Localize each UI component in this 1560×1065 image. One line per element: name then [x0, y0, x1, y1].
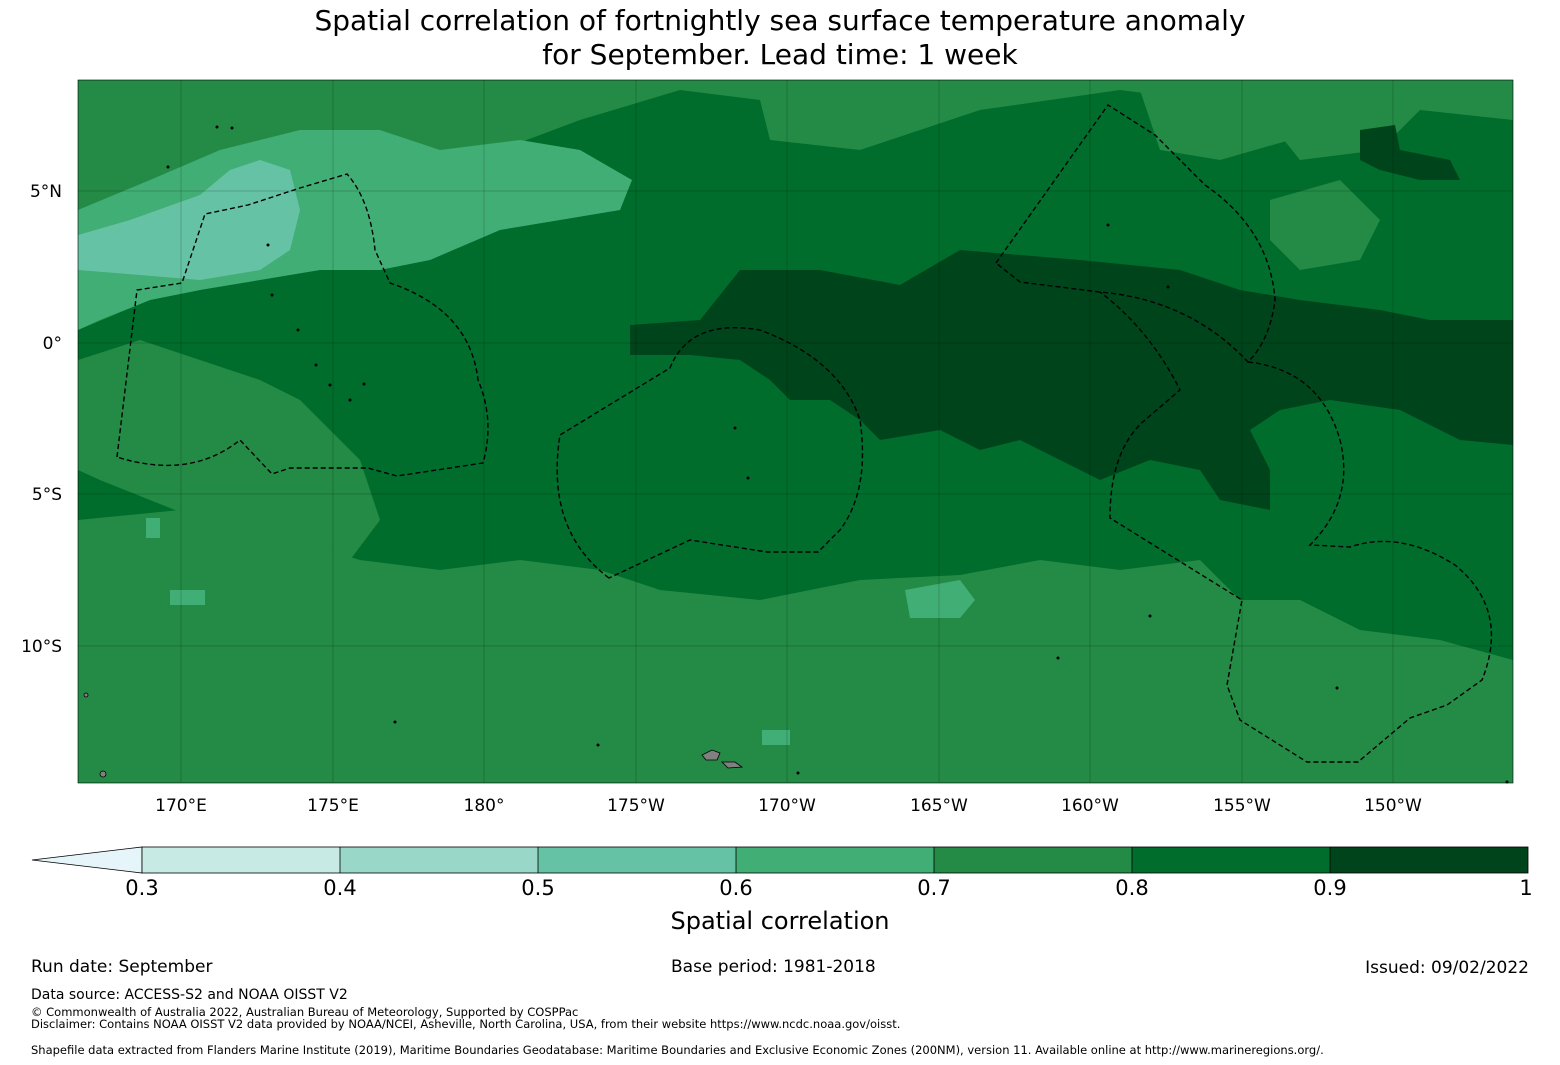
- region-northeast-patch: [1140, 90, 1290, 160]
- region-equatorial-core: [630, 250, 1513, 510]
- colorbar-tick-label: 0.3: [125, 876, 158, 900]
- colorbar-tick-label: 1: [1519, 876, 1532, 900]
- lat-label: 0°: [43, 334, 62, 354]
- colorbar-segment: [538, 847, 736, 873]
- region-east-middle: [1270, 180, 1380, 270]
- correlation-band-0.7-0.8: [78, 80, 1513, 783]
- lon-label: 170°E: [155, 796, 207, 816]
- region-southwest-dot: [170, 590, 205, 605]
- lon-label: 165°W: [910, 796, 968, 816]
- disclaimer: Disclaimer: Contains NOAA OISST V2 data …: [31, 1017, 901, 1031]
- lat-label: 10°S: [21, 637, 62, 657]
- eez-boundary-west: [116, 173, 489, 477]
- latitude-labels: 5°N 0° 5°S 10°S: [21, 182, 62, 657]
- land-islands: [83, 692, 744, 778]
- region-northeast-core: [1360, 125, 1460, 180]
- region-west-dot: [146, 518, 160, 538]
- colorbar-tick-label: 0.6: [719, 876, 752, 900]
- colorbar-tick-label: 0.7: [917, 876, 950, 900]
- island-samoa-west: [701, 749, 721, 761]
- map-figure: 170°E 175°E 180° 175°W 170°W 165°W 160°W…: [21, 79, 1533, 935]
- eez-boundary-central: [556, 326, 864, 579]
- colorbar-tick-label: 0.9: [1313, 876, 1346, 900]
- atoll-dots: [166, 125, 1509, 784]
- eez-boundary-north: [995, 104, 1276, 364]
- lon-label: 155°W: [1213, 796, 1271, 816]
- island-small-west: [99, 770, 107, 778]
- region-west-middle: [78, 340, 380, 560]
- colorbar-segment: [340, 847, 538, 873]
- copyright-notice: © Commonwealth of Australia 2022, Austra…: [31, 1005, 579, 1019]
- data-source: Data source: ACCESS-S2 and NOAA OISST V2: [31, 987, 348, 1003]
- colorbar-title: Spatial correlation: [670, 907, 889, 935]
- base-period: Base period: 1981-2018: [671, 957, 876, 977]
- colorbar-segment: [142, 847, 340, 873]
- chart-title-line-1: Spatial correlation of fortnightly sea s…: [314, 4, 1246, 37]
- lat-label: 5°N: [30, 182, 62, 202]
- region-south-dot: [762, 730, 790, 745]
- colorbar-frame: [141, 846, 1529, 874]
- colorbar-tick-label: 0.8: [1115, 876, 1148, 900]
- lon-label: 175°E: [307, 796, 359, 816]
- colorbar-segment: [736, 847, 934, 873]
- correlation-band-0.9-1: [630, 125, 1513, 510]
- lon-label: 160°W: [1061, 796, 1119, 816]
- lon-label: 170°W: [758, 796, 816, 816]
- colorbar-segment: [934, 847, 1132, 873]
- eez-boundaries: [116, 104, 1493, 763]
- colorbar-tick-label: 0.4: [323, 876, 356, 900]
- region-northwest-plume: [78, 130, 632, 330]
- correlation-band-0.6-0.7: [78, 130, 975, 745]
- colorbar-segment: [1132, 847, 1330, 873]
- colorbar: 0.3 0.4 0.5 0.6 0.7 0.8 0.9 1 Spatial co…: [31, 846, 1533, 935]
- island-small-west-2: [83, 692, 89, 698]
- lon-label: 180°: [464, 796, 505, 816]
- longitude-labels: 170°E 175°E 180° 175°W 170°W 165°W 160°W…: [155, 796, 1422, 816]
- colorbar-extend-arrow: [31, 846, 143, 874]
- region-south-patch: [905, 580, 975, 618]
- colorbar-tick-labels: 0.3 0.4 0.5 0.6 0.7 0.8 0.9 1: [125, 876, 1532, 900]
- colorbar-tick-label: 0.5: [521, 876, 554, 900]
- run-date: Run date: September: [31, 957, 213, 977]
- map-frame: [77, 79, 1514, 784]
- correlation-band-0.5-0.6: [78, 160, 300, 280]
- lat-label: 5°S: [32, 485, 62, 505]
- region-north-band: [78, 80, 1513, 330]
- region-northwest-core: [78, 160, 300, 280]
- shapefile-credit: Shapefile data extracted from Flanders M…: [31, 1043, 1324, 1057]
- issued-date: Issued: 09/02/2022: [1365, 958, 1529, 978]
- eez-boundary-east: [1099, 291, 1493, 763]
- gridlines: [78, 80, 1513, 783]
- chart-title-line-2: for September. Lead time: 1 week: [542, 38, 1018, 71]
- island-samoa-east: [721, 761, 744, 769]
- region-south-band: [78, 510, 1513, 783]
- colorbar-segment: [1330, 847, 1528, 873]
- lon-label: 150°W: [1364, 796, 1422, 816]
- colorbar-ticks: [339, 847, 1331, 873]
- lon-label: 175°W: [607, 796, 665, 816]
